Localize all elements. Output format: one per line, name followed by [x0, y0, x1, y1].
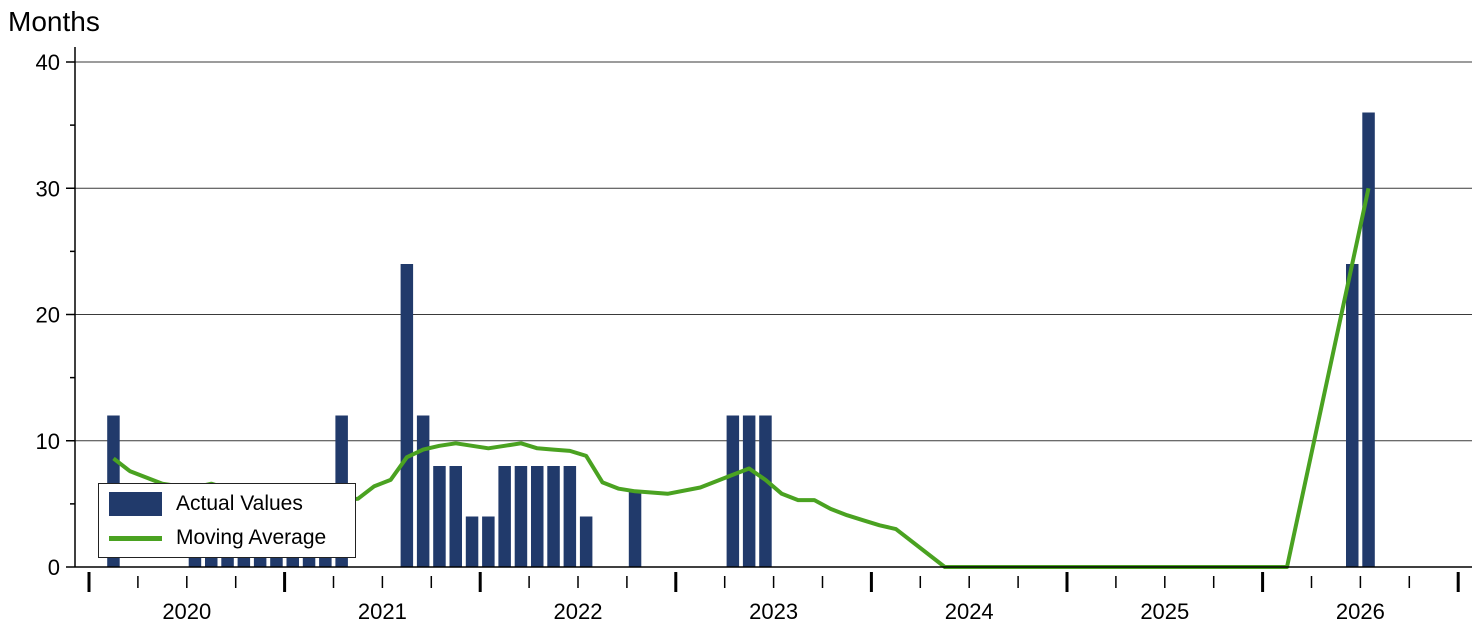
legend-item-actual-values: Actual Values [109, 492, 303, 516]
bar-2021-10 [482, 516, 495, 567]
bar-2021-12 [514, 466, 528, 567]
bar-2022-04 [579, 516, 593, 567]
x-tick-label-2022: 2022 [554, 599, 603, 623]
bar-2021-05 [400, 264, 414, 567]
bar-2021-06 [416, 415, 430, 567]
y-tick-label-30: 30 [36, 176, 60, 201]
legend-bar-swatch [109, 492, 162, 516]
bar-2021-11 [498, 466, 511, 567]
bar-2023-03 [759, 415, 772, 567]
legend-item-moving-average: Moving Average [109, 526, 326, 550]
bar-2022-02 [547, 466, 560, 567]
bar-2026-03 [1346, 264, 1359, 567]
x-tick-label-2020: 2020 [162, 599, 211, 623]
legend: Actual Values Moving Average [98, 483, 356, 558]
x-tick-label-2023: 2023 [749, 599, 798, 623]
legend-line-swatch [109, 535, 162, 541]
legend-label-actual-values: Actual Values [176, 492, 303, 515]
legend-label-moving-average: Moving Average [176, 526, 327, 549]
x-tick-label-2025: 2025 [1140, 599, 1189, 623]
grid-layer [75, 61, 1472, 442]
bar-2022-07 [628, 491, 642, 567]
bar-2022-01 [531, 466, 544, 567]
y-tick-label-0: 0 [48, 555, 60, 580]
x-tick-label-2021: 2021 [358, 599, 407, 623]
bar-2026-04 [1362, 112, 1375, 567]
axis-layer: 0 10 20 30 40 2020 2021 2022 2023 2024 2025 2026 [36, 47, 1472, 623]
y-tick-label-40: 40 [36, 50, 60, 75]
bar-2021-08 [449, 466, 462, 567]
x-tick-label-2026: 2026 [1336, 599, 1385, 623]
y-unit-label: Months [8, 6, 100, 37]
bar-2023-02 [742, 415, 756, 567]
bar-2023-01 [726, 415, 740, 567]
bar-2022-03 [563, 466, 577, 567]
y-tick-label-20: 20 [36, 303, 60, 328]
x-tick-label-2024: 2024 [945, 599, 994, 623]
bar-2021-09 [465, 516, 479, 567]
bar-2021-07 [433, 466, 446, 567]
y-tick-label-10: 10 [36, 429, 60, 454]
